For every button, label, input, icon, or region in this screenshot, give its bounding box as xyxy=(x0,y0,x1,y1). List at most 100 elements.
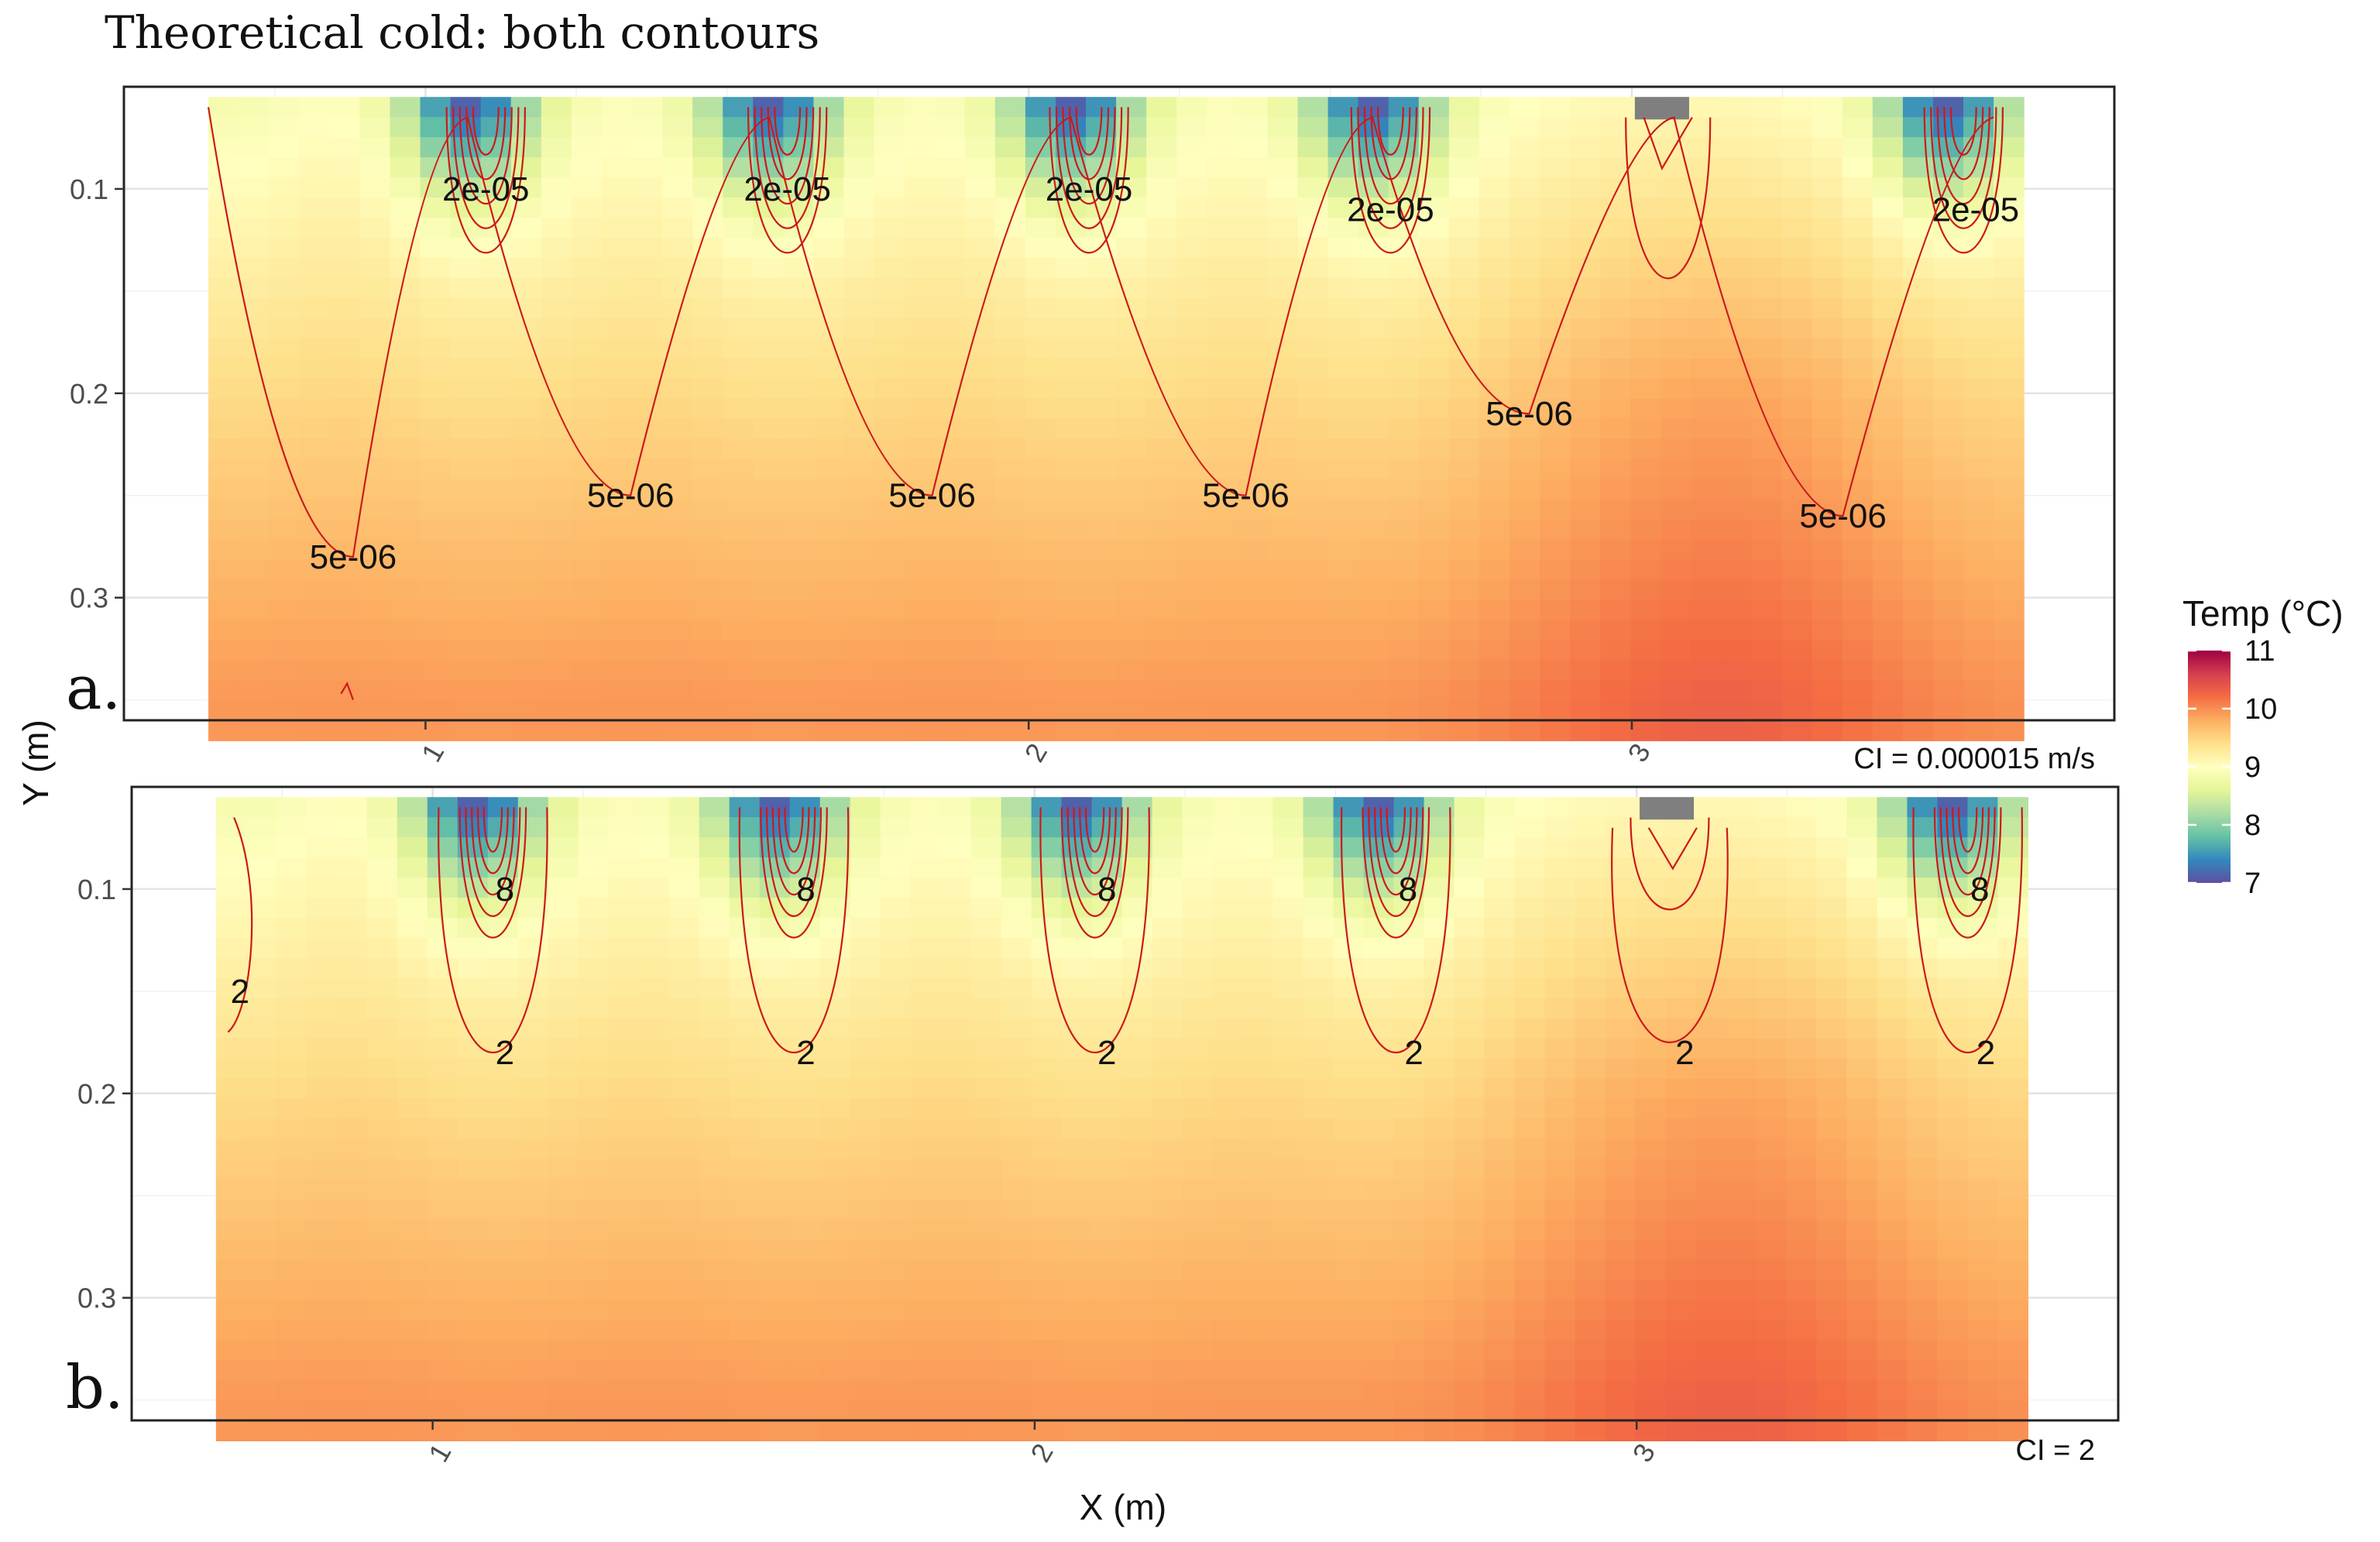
heat-cell xyxy=(1665,1340,1697,1362)
heat-cell xyxy=(662,97,693,118)
heat-cell xyxy=(1061,1340,1093,1362)
heat-cell xyxy=(1781,620,1813,641)
heat-cell xyxy=(1514,1038,1546,1059)
heat-cell xyxy=(329,720,360,741)
heat-cell xyxy=(1997,1159,2029,1180)
heat-cell xyxy=(601,700,633,722)
heat-cell xyxy=(1454,817,1485,838)
heat-cell xyxy=(571,438,603,460)
heat-cell xyxy=(1478,277,1510,299)
heat-cell xyxy=(1484,1400,1516,1422)
heat-cell xyxy=(1726,1239,1757,1261)
heat-cell xyxy=(1514,1199,1546,1221)
heat-cell xyxy=(329,358,360,379)
heat-cell xyxy=(843,539,875,561)
heat-cell xyxy=(789,1138,821,1160)
heat-cell xyxy=(1509,458,1540,480)
heat-cell xyxy=(1872,297,1904,319)
heat-cell xyxy=(1061,1159,1093,1180)
heat-cell xyxy=(1842,238,1873,259)
heat-cell xyxy=(1055,398,1087,420)
heat-cell xyxy=(427,1320,458,1341)
heat-cell xyxy=(329,599,360,621)
heat-cell xyxy=(1967,998,1999,1019)
heat-cell xyxy=(813,338,845,359)
heat-cell xyxy=(208,418,239,440)
heat-cell xyxy=(1842,297,1873,319)
heat-cell xyxy=(1570,338,1601,359)
heat-cell xyxy=(1721,620,1753,641)
heat-cell xyxy=(1575,797,1606,818)
heat-cell xyxy=(1786,918,1818,939)
heat-cell xyxy=(1363,1199,1395,1221)
heat-cell xyxy=(548,1400,579,1422)
heat-cell xyxy=(1146,519,1177,541)
heat-cell xyxy=(1242,1038,1274,1059)
heat-cell xyxy=(208,640,239,661)
heat-cell xyxy=(1025,358,1056,379)
heat-cell xyxy=(1303,938,1334,959)
heat-cell xyxy=(1484,1300,1516,1321)
heat-cell xyxy=(1327,680,1359,702)
heat-cell xyxy=(1358,297,1389,319)
heat-cell xyxy=(1544,1199,1576,1221)
heat-cell xyxy=(1751,599,1783,621)
heat-cell xyxy=(668,938,700,959)
heat-cell xyxy=(1872,499,1904,520)
heat-cell xyxy=(541,579,572,601)
heat-cell xyxy=(541,197,572,218)
heat-cell xyxy=(1333,1300,1365,1321)
heat-cell xyxy=(1297,297,1329,319)
heat-cell xyxy=(427,1038,458,1059)
heat-cell xyxy=(1756,957,1788,979)
heat-cell xyxy=(1842,338,1873,359)
heat-cell xyxy=(874,559,905,581)
heat-cell xyxy=(457,1138,489,1160)
heat-cell xyxy=(366,1400,398,1422)
contour-label: 2 xyxy=(1097,1034,1116,1072)
heat-cell xyxy=(1237,640,1269,661)
heat-cell xyxy=(601,559,633,581)
contour-label: 2e-05 xyxy=(442,170,530,208)
heat-cell xyxy=(970,1279,1002,1301)
heat-cell xyxy=(1635,1118,1667,1140)
heat-cell xyxy=(578,898,610,919)
heat-cell xyxy=(1001,938,1032,959)
y-tick-label: 0.1 xyxy=(70,173,108,205)
heat-cell xyxy=(306,938,338,959)
heat-cell xyxy=(910,817,942,838)
heat-cell xyxy=(692,197,723,218)
heat-cell xyxy=(1842,257,1873,279)
heat-cell xyxy=(390,338,421,359)
heat-cell xyxy=(1514,1400,1546,1422)
heat-cell xyxy=(1484,1159,1516,1180)
heat-cell xyxy=(1242,1159,1274,1180)
heat-cell xyxy=(1031,817,1063,838)
heat-cell xyxy=(1751,358,1783,379)
heat-cell xyxy=(1448,599,1480,621)
contour-label: 8 xyxy=(1097,871,1116,908)
heat-cell xyxy=(601,720,633,741)
heat-cell xyxy=(1665,1199,1697,1221)
heat-cell xyxy=(1635,1380,1667,1402)
heat-cell xyxy=(813,458,845,480)
heat-cell xyxy=(359,640,391,661)
heat-cell xyxy=(934,720,966,741)
heat-cell xyxy=(1418,620,1450,641)
heat-cell xyxy=(662,620,693,641)
heat-cell xyxy=(1665,938,1697,959)
heat-cell xyxy=(450,640,482,661)
heat-cell xyxy=(1605,1179,1636,1200)
heat-cell xyxy=(1721,479,1753,500)
heat-cell xyxy=(1751,318,1783,339)
heat-cell xyxy=(843,660,875,682)
heat-cell xyxy=(1333,817,1365,838)
heat-cell xyxy=(1001,1259,1032,1281)
heat-cell xyxy=(329,620,360,641)
heat-cell xyxy=(729,938,761,959)
heat-cell xyxy=(1994,277,2025,299)
heat-cell xyxy=(1816,1038,1848,1059)
heat-cell xyxy=(638,797,670,818)
heat-cell xyxy=(1902,137,1934,158)
